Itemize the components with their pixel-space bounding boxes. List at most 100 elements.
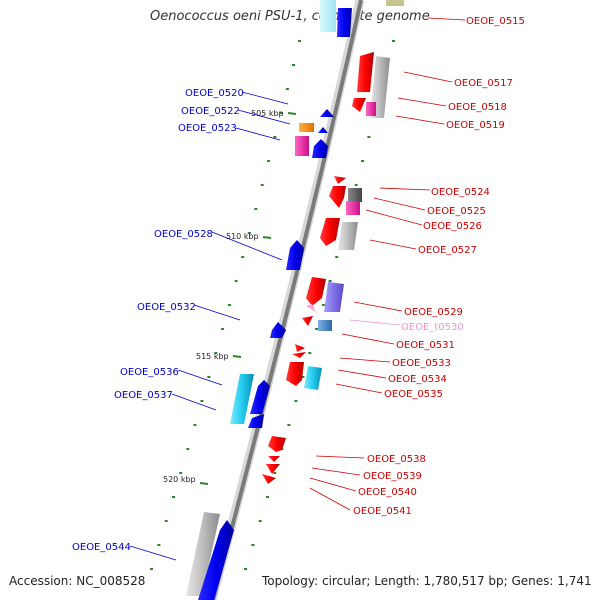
gene-features [186,0,404,600]
tick-marks [150,40,395,570]
gene-feature-0523 [295,136,309,156]
tick-dot [298,40,301,42]
gene-feature-0535 [304,366,322,390]
leader-line-t0530 [349,319,401,326]
gene-feature-t0530 [306,304,316,312]
gene-label-OEOE_0540: OEOE_0540 [358,487,417,498]
gene-label-OEOE_0515: OEOE_0515 [466,16,525,27]
gene-feature-0526 [346,201,360,215]
gene-label-OEOE_0532: OEOE_0532 [137,302,196,313]
gene-label-OEOE_0531: OEOE_0531 [396,340,455,351]
gene-feature-0533 [295,344,305,352]
gene-label-OEOE_t0530: OEOE_t0530 [401,322,464,333]
tick-dot [335,256,339,258]
tick-dot [301,376,305,378]
gene-feature-0532 [270,322,286,338]
gene-feature-0524a [334,176,346,184]
leader-lines-left [129,91,291,561]
gene-feature-0528 [286,240,304,270]
tick-dot [292,64,295,66]
tick-dot [193,424,197,426]
tick-dot [254,208,258,210]
tick-dot [200,400,204,402]
gene-feature-0527a [320,218,340,246]
gene-feature-0531b [318,320,332,331]
tick-dot [294,400,298,402]
gene-label-OEOE_0520: OEOE_0520 [185,88,244,99]
gene-feature-0544 [198,520,234,600]
gene-feature-0525 [348,188,362,202]
gene-label-OEOE_0539: OEOE_0539 [363,471,422,482]
scale-labels: 505 kbp 510 kbp 515 kbp 520 kbp [163,109,297,485]
tick-dot [241,256,245,258]
gene-label-OEOE_0541: OEOE_0541 [353,506,412,517]
gene-label-OEOE_0535: OEOE_0535 [384,389,443,400]
gene-feature-0544a [186,512,220,596]
gene-label-OEOE_0529: OEOE_0529 [404,307,463,318]
gene-feature-0518 [352,98,366,112]
gene-feature-0524 [329,186,346,208]
tick-dot [251,544,255,546]
accession-text: Accession: NC_008528 [9,574,146,588]
tick-dot [221,328,225,330]
leader-lines-right [309,17,466,511]
gene-feature-0539 [268,456,280,462]
tick-dot [321,304,325,306]
tick-dot [285,88,289,90]
gene-feature-0522 [299,123,314,132]
gene-feature-0533b [292,352,306,358]
gene-feature-0540 [266,464,280,474]
tick-dot [179,472,183,474]
gene-labels-left: OEOE_0520 OEOE_0522 OEOE_0523 OEOE_0528 … [72,88,244,553]
tick-dot [287,424,291,426]
tick-dot [315,328,319,330]
tick-dot [354,184,358,186]
gene-label-OEOE_0519: OEOE_0519 [446,120,505,131]
gene-label-OEOE_0525: OEOE_0525 [427,206,486,217]
tick-dot [273,472,277,474]
gene-label-OEOE_0518: OEOE_0518 [448,102,507,113]
gene-feature-0520 [320,109,334,117]
scale-label-505: 505 kbp [251,109,284,118]
gene-label-OEOE_0536: OEOE_0536 [120,367,179,378]
gene-feature-0534 [286,362,304,386]
tick-dot [234,280,238,282]
gene-label-OEOE_0533: OEOE_0533 [392,358,451,369]
gene-labels-right: OEOE_0515 OEOE_0517 OEOE_0518 OEOE_0519 … [353,16,525,517]
gene-feature-0519 [366,102,376,116]
gene-label-OEOE_0524: OEOE_0524 [431,187,490,198]
tick-dot [267,160,271,162]
gene-feature-top-cyan [320,0,336,32]
gene-feature-0529a [306,277,326,306]
gene-label-OEOE_0538: OEOE_0538 [367,454,426,465]
gene-feature-0537 [250,380,270,414]
tick-dot [266,496,269,498]
tick-dot [328,280,332,282]
gene-label-OEOE_0544: OEOE_0544 [72,542,131,553]
gene-label-OEOE_0534: OEOE_0534 [388,374,447,385]
tick-dot [260,184,264,186]
tick-dot [172,496,175,498]
tick-dot [150,568,153,570]
gene-feature-0538 [268,436,286,452]
tick-dot [186,448,190,450]
tick-dot [164,520,168,522]
tick-dot [157,544,161,546]
gene-label-OEOE_0517: OEOE_0517 [454,78,513,89]
tick-dot [367,136,371,138]
tick-dot [279,112,283,114]
gene-feature-0517a [357,52,374,92]
genome-backbone [207,0,365,600]
tick-dot [361,160,365,162]
tick-dot [258,520,262,522]
gene-label-OEOE_0523: OEOE_0523 [178,123,237,134]
scale-label-510: 510 kbp [226,232,259,241]
gene-label-OEOE_0537: OEOE_0537 [114,390,173,401]
tick-dot [392,40,395,42]
gene-label-OEOE_0522: OEOE_0522 [181,106,240,117]
scale-label-515: 515 kbp [196,352,229,361]
tick-dot [207,376,211,378]
gene-feature-0537b [248,414,264,428]
gene-feature-0536 [230,374,254,424]
